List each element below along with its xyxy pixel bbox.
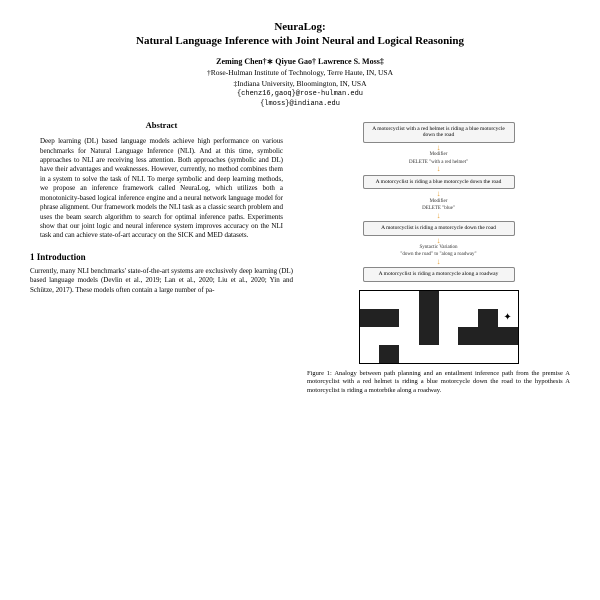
right-column: A motorcyclist with a red helmet is ridi…: [307, 120, 570, 396]
arrow-icon: ↓: [437, 191, 441, 197]
maze-cell: [498, 345, 518, 363]
abstract-heading: Abstract: [30, 120, 293, 131]
maze-cell: [458, 291, 478, 309]
section-1-heading: 1 Introduction: [30, 251, 293, 263]
section-1-body: Currently, many NLI benchmarks' state-of…: [30, 267, 293, 295]
maze-cell: ✦: [498, 309, 518, 327]
maze-cell: [419, 309, 439, 327]
arrow-icon: ↓: [437, 145, 441, 151]
figure-1: A motorcyclist with a red helmet is ridi…: [307, 120, 570, 396]
arrow-icon: ↓: [437, 259, 441, 265]
flow-box-3: A motorcyclist is riding a motorcycle do…: [363, 221, 515, 236]
affiliation-2: ‡Indiana University, Bloomington, IN, US…: [30, 79, 570, 88]
flow-label-3a: Syntactic Variation: [419, 245, 457, 251]
maze-cell: [498, 291, 518, 309]
abstract-body: Deep learning (DL) based language models…: [30, 137, 293, 241]
maze-cell: [458, 309, 478, 327]
maze-cell: [360, 327, 380, 345]
maze-cell: [498, 327, 518, 345]
maze-cell: [439, 345, 459, 363]
maze-cell: [399, 309, 419, 327]
maze-diagram: ✦: [359, 290, 519, 364]
flow-box-2: A motorcyclist is riding a blue motorcyc…: [363, 175, 515, 190]
maze-cell: [478, 291, 498, 309]
arrow-icon: ↓: [437, 238, 441, 244]
arrow-icon: ↓: [437, 213, 441, 219]
maze-cell: [458, 327, 478, 345]
maze-cell: [419, 345, 439, 363]
email-1: {chenz16,gaoq}@rose-hulman.edu: [30, 90, 570, 98]
maze-cell: [439, 327, 459, 345]
authors: Zeming Chen†∗ Qiyue Gao† Lawrence S. Mos…: [30, 57, 570, 66]
arrow-icon: ↓: [437, 166, 441, 172]
maze-cell: [478, 345, 498, 363]
maze-cell: [439, 291, 459, 309]
paper-title-line2: Natural Language Inference with Joint Ne…: [30, 34, 570, 48]
affiliation-1: †Rose-Hulman Institute of Technology, Te…: [30, 68, 570, 77]
maze-cell: [360, 345, 380, 363]
maze-cell: [458, 345, 478, 363]
flow-label-2a: Modifier: [430, 199, 448, 205]
maze-cell: [419, 327, 439, 345]
maze-cell: [478, 309, 498, 327]
maze-cell: [399, 327, 419, 345]
maze-cell: [399, 345, 419, 363]
flow-box-4: A motorcyclist is riding a motorcycle al…: [363, 267, 515, 282]
flow-label-1a: Modifier: [430, 152, 448, 158]
maze-cell: [379, 291, 399, 309]
left-column: Abstract Deep learning (DL) based langua…: [30, 120, 293, 396]
maze-cell: [379, 345, 399, 363]
title-block: NeuraLog: Natural Language Inference wit…: [30, 20, 570, 108]
flow-box-1: A motorcyclist with a red helmet is ridi…: [363, 122, 515, 143]
paper-title-line1: NeuraLog:: [30, 20, 570, 34]
maze-cell: [419, 291, 439, 309]
maze-cell: [399, 291, 419, 309]
email-2: {lmoss}@indiana.edu: [30, 100, 570, 108]
maze-cell: [439, 309, 459, 327]
figure-1-caption: Figure 1: Analogy between path planning …: [307, 370, 570, 395]
maze-cell: [478, 327, 498, 345]
maze-cell: [379, 309, 399, 327]
maze-cell: [360, 291, 380, 309]
maze-cell: [379, 327, 399, 345]
maze-cell: [360, 309, 380, 327]
